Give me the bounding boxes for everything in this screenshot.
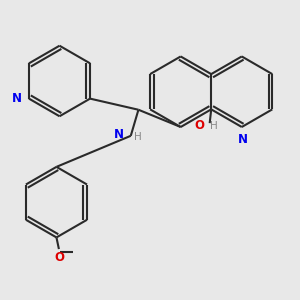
Text: O: O	[54, 250, 64, 264]
Text: H: H	[134, 132, 142, 142]
Text: N: N	[114, 128, 124, 141]
Text: O: O	[194, 119, 204, 132]
Text: H: H	[210, 121, 218, 130]
Text: N: N	[12, 92, 22, 105]
Text: N: N	[238, 133, 248, 146]
